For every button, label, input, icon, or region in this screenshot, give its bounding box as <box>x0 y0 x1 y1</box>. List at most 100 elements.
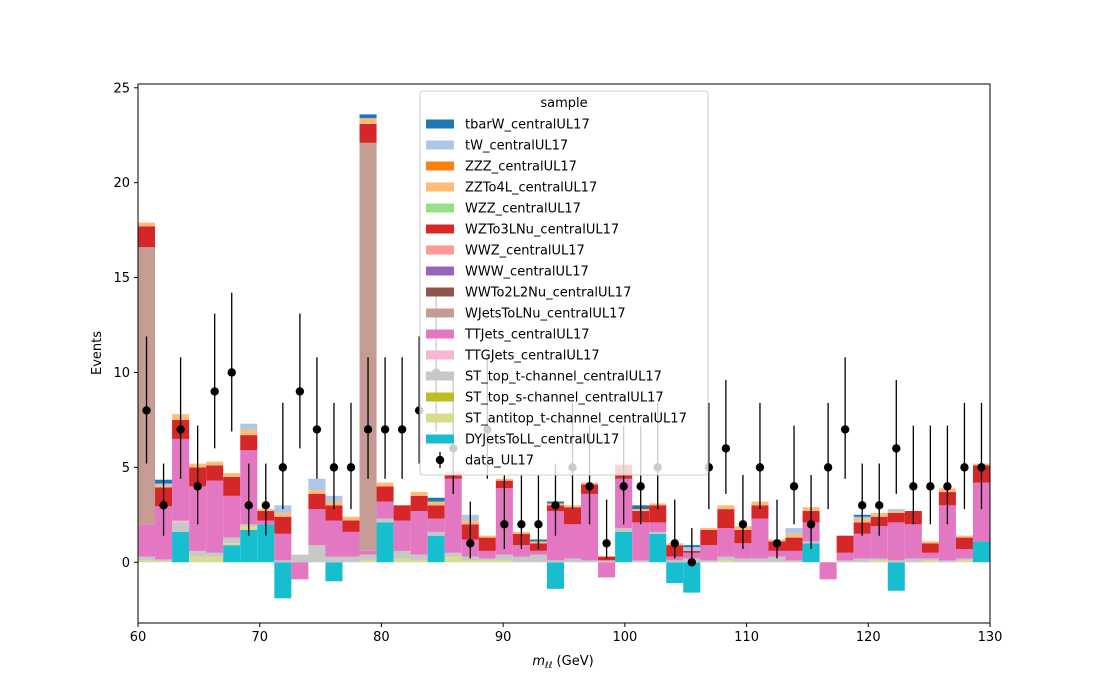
bar-segment-STat-bin-43 <box>870 560 888 563</box>
bar-segment-STt-bin-22 <box>512 556 530 563</box>
bar-segment-DY-bin-24 <box>546 562 564 589</box>
bar-segment-STt-bin-30 <box>649 531 667 534</box>
bar-segment-ZZ-bin-10 <box>308 490 326 494</box>
x-tick-label: 100 <box>612 630 637 645</box>
bar-segment-ZZ-bin-6 <box>240 429 258 436</box>
legend-label: WJetsToLNu_centralUL17 <box>465 307 626 322</box>
plot-frame <box>137 83 991 624</box>
data-point-13 <box>363 357 373 479</box>
data-point-12 <box>346 402 356 510</box>
bar-segment-WZ-bin-4 <box>206 465 224 481</box>
bar-segment-tW-bin-44 <box>887 509 905 512</box>
data-point-39 <box>806 474 816 549</box>
legend-item-13: ST_top_s-channel_centralUL17 <box>426 391 664 406</box>
bar-segment-WZ-bin-38 <box>785 537 803 551</box>
bar-segment-WZ-bin-16 <box>410 495 428 512</box>
legend-swatch <box>426 140 454 150</box>
data-marker <box>210 387 219 396</box>
legend-label: WWW_centralUL17 <box>465 265 589 280</box>
bar-segment-STt-bin-11 <box>325 556 343 563</box>
legend-label: WZTo3LNu_centralUL17 <box>465 223 619 238</box>
bar-segment-STt-bin-4 <box>206 552 224 557</box>
data-point-38 <box>789 425 799 525</box>
bar-segment-TT-bin-13 <box>359 550 377 555</box>
bar-segment-STt-bin-29 <box>632 560 650 563</box>
bar-segment-ZZ-bin-38 <box>785 533 803 538</box>
data-point-23 <box>534 474 543 549</box>
legend-label: ST_top_t-channel_centralUL17 <box>465 370 662 385</box>
bar-segment-WZ-bin-14 <box>376 486 394 502</box>
bar-segment-TT-bin-43 <box>870 526 888 559</box>
bar-segment-TT-bin-36 <box>751 518 769 559</box>
stacked-bars <box>138 114 990 599</box>
bar-segment-DY-bin-8 <box>274 562 292 599</box>
bar-segment-STt-bin-48 <box>955 558 973 561</box>
x-tick-label: 70 <box>251 630 268 645</box>
legend: sample tbarW_centralUL17 tW_centralUL17 ZZ… <box>419 90 709 476</box>
x-tick-label: 110 <box>734 630 759 645</box>
legend-swatch <box>426 350 454 360</box>
legend-swatch <box>426 161 454 171</box>
bar-segment-TT-bin-33 <box>700 545 718 561</box>
data-point-9 <box>295 313 305 449</box>
y-tick-label: 10 <box>113 366 130 381</box>
bar-segment-TT-bin-38 <box>785 550 803 561</box>
bar-segment-DY-bin-32 <box>683 562 701 593</box>
data-point-7 <box>261 463 270 536</box>
y-tick-label: 20 <box>113 176 130 191</box>
y-tick-label: 5 <box>122 461 130 476</box>
data-point-22 <box>517 474 526 549</box>
data-point-3 <box>193 425 202 525</box>
bar-segment-STt-bin-10 <box>308 545 326 563</box>
legend-swatch <box>426 434 454 444</box>
bar-segment-TT-bin-35 <box>734 543 752 559</box>
data-point-31 <box>670 499 679 559</box>
data-point-43 <box>875 463 884 536</box>
bar-segment-STt-bin-1 <box>155 559 173 562</box>
bar-segment-STt-bin-14 <box>376 518 394 523</box>
legend-item-0: tbarW_centralUL17 <box>426 118 590 133</box>
data-point-14 <box>380 357 390 479</box>
legend-label: WZZ_centralUL17 <box>465 202 581 217</box>
bar-segment-WZ-bin-13 <box>359 123 377 143</box>
bar-segment-WJ-bin-13 <box>359 142 377 551</box>
data-point-42 <box>858 463 867 536</box>
bar-segment-STt-bin-25 <box>564 558 582 563</box>
bar-segment-STt-bin-23 <box>529 554 547 563</box>
bar-segment-STt-bin-2 <box>172 522 190 532</box>
bar-segment-ZZ-bin-8 <box>274 512 292 517</box>
data-marker <box>772 539 782 548</box>
data-marker <box>363 425 373 434</box>
data-marker <box>892 444 901 453</box>
bar-segment-STt-bin-3 <box>189 550 207 557</box>
data-point-1 <box>159 463 168 536</box>
bar-segment-STat-bin-5 <box>223 543 241 546</box>
legend-item-1: tW_centralUL17 <box>426 139 568 154</box>
bar-segment-DY-bin-44 <box>887 562 905 591</box>
bar-segment-TT-bin-10 <box>308 509 326 546</box>
bar-segment-ZZ-bin-33 <box>700 528 718 531</box>
bar-segment-STat-bin-18 <box>444 556 462 563</box>
bar-segment-TT-bin-27 <box>598 562 616 578</box>
bar-segment-STt-bin-33 <box>700 560 718 563</box>
bar-segment-ZZ-bin-13 <box>359 118 377 124</box>
data-point-4 <box>210 313 219 449</box>
data-point-10 <box>312 357 322 479</box>
legend-swatch-marker <box>435 455 445 465</box>
data-marker <box>806 520 816 529</box>
data-marker <box>397 425 407 434</box>
y-tick-label: 15 <box>113 271 130 286</box>
data-marker <box>466 539 475 548</box>
legend-swatch <box>426 266 454 276</box>
bar-segment-TT-bin-29 <box>632 522 650 561</box>
data-point-40 <box>823 402 833 510</box>
legend-item-2: ZZZ_centralUL17 <box>426 160 577 175</box>
bar-segment-STat-bin-0 <box>138 560 156 563</box>
y-tick-label: 25 <box>113 81 130 96</box>
bar-segment-TT-bin-48 <box>955 548 973 559</box>
bar-segment-DY-bin-5 <box>223 545 241 563</box>
data-point-2 <box>176 357 185 479</box>
bar-segment-STt-bin-42 <box>853 558 871 563</box>
data-marker <box>534 520 543 529</box>
